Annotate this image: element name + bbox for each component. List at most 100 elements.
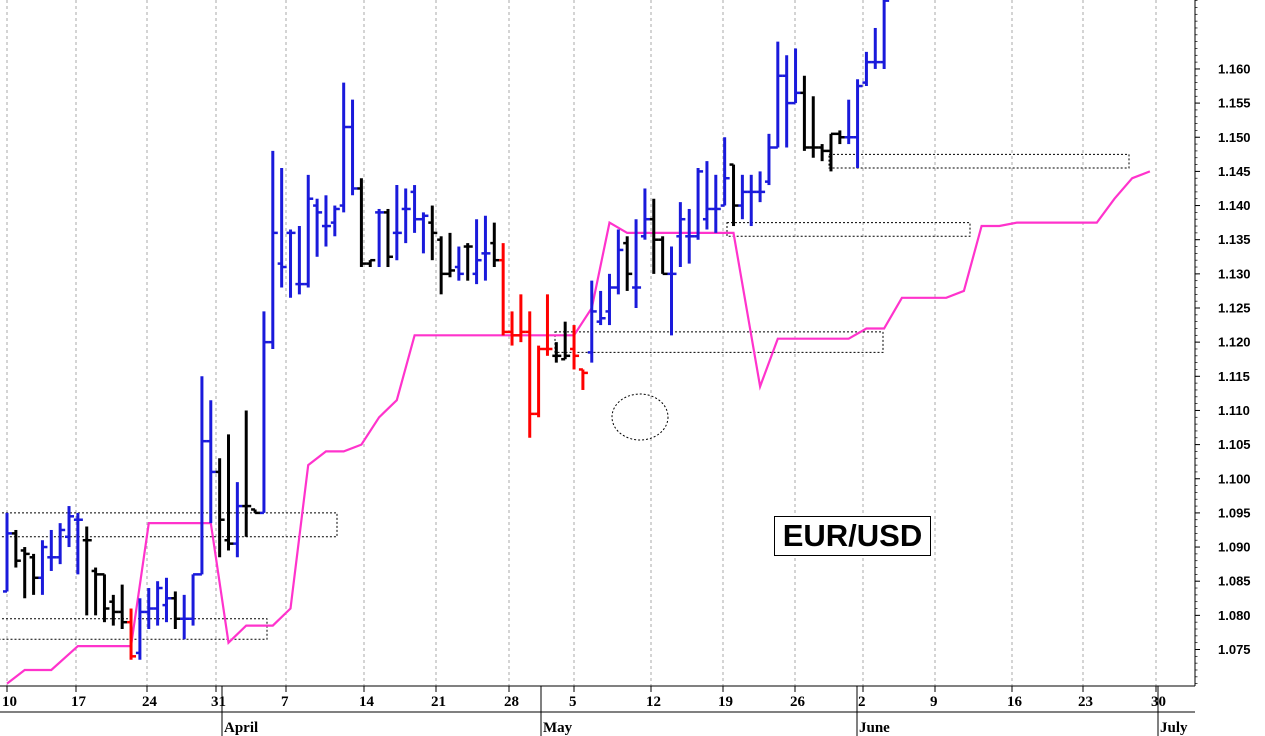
ohlc-bar (853, 79, 863, 168)
ohlc-bar (410, 185, 420, 233)
ohlc-bar (649, 198, 659, 274)
ohlc-bar (747, 174, 757, 227)
ohlc-bar (401, 188, 411, 244)
ohlc-bar (366, 258, 376, 268)
ohlc-bar (632, 219, 642, 308)
ohlc-bar (206, 400, 216, 524)
x-tick-label: 10 (2, 694, 17, 710)
ohlc-bar (109, 594, 119, 626)
ohlc-bar (605, 273, 615, 326)
y-tick-label: 1.125 (1218, 301, 1251, 316)
ohlc-bar (277, 167, 287, 288)
stop-line (6, 170, 1151, 685)
ohlc-bar (100, 573, 110, 623)
ohlc-bar (153, 581, 163, 626)
ohlc-bar (339, 82, 349, 213)
ohlc-bar (330, 205, 340, 237)
ohlc-bar (623, 236, 633, 291)
annotation-boxes (0, 153, 1130, 640)
ohlc-bar (29, 553, 39, 595)
ohlc-bar (428, 205, 438, 261)
ohlc-bar (295, 226, 305, 295)
ohlc-bar (587, 280, 597, 363)
ohlc-bar (144, 588, 154, 630)
ohlc-bar (73, 512, 83, 575)
x-tick-label: 23 (1078, 694, 1093, 710)
ohlc-bar (3, 512, 12, 593)
y-tick-label: 1.145 (1218, 164, 1251, 179)
y-tick-label: 1.150 (1218, 130, 1251, 145)
ohlc-bars (3, 0, 890, 660)
ohlc-bar (508, 311, 518, 346)
ohlc-bar (375, 208, 385, 268)
x-tick-label: 14 (359, 694, 375, 710)
y-tick-label: 1.160 (1218, 61, 1251, 76)
ohlc-bar (596, 290, 606, 326)
y-tick-label: 1.155 (1218, 96, 1251, 111)
support-box (0, 512, 338, 538)
ohlc-bar (738, 174, 748, 220)
month-label: July (1160, 720, 1188, 736)
ohlc-bar (357, 178, 367, 268)
ohlc-bar (215, 458, 225, 558)
ohlc-bar (180, 594, 190, 640)
ohlc-bar (437, 236, 447, 295)
ohlc-bar (658, 236, 668, 276)
y-axis: 1.075 1.080 1.085 1.090 1.095 1.100 1.105 1.110… (1194, 0, 1251, 686)
ohlc-bar (321, 195, 331, 247)
ohlc-bar (756, 171, 766, 203)
ohlc-bar (667, 246, 677, 336)
ohlc-bar (809, 96, 819, 158)
ohlc-bar (800, 75, 810, 151)
ohlc-bar (463, 243, 473, 281)
x-tick-label: 7 (281, 694, 289, 710)
low-circle (611, 393, 669, 441)
y-tick-label: 1.115 (1218, 369, 1250, 384)
vertical-grid (6, 0, 1157, 686)
ohlc-bar (251, 508, 261, 515)
stop-line-path (6, 170, 1151, 685)
ohlc-bar (516, 294, 526, 343)
ohlc-bar (286, 229, 296, 298)
ohlc-bar (171, 591, 181, 630)
y-tick-label: 1.105 (1218, 437, 1251, 452)
x-tick-label: 19 (718, 694, 733, 710)
ohlc-bar (118, 584, 128, 630)
x-tick-label: 9 (930, 694, 938, 710)
ohlc-bar (224, 434, 234, 551)
ohlc-bar (499, 243, 509, 336)
ohlc-bar (304, 174, 314, 288)
x-tick-label: 21 (431, 694, 446, 710)
ohlc-bar (685, 208, 695, 264)
ohlc-bar (454, 246, 464, 281)
y-tick-label: 1.140 (1218, 198, 1251, 213)
ohlc-bar (419, 212, 429, 254)
ohlc-bar (818, 144, 828, 162)
ohlc-bar (348, 99, 358, 196)
ohlc-bar (38, 540, 48, 595)
x-tick-label: 16 (1007, 694, 1023, 710)
ohlc-bar (82, 526, 92, 616)
ohlc-bar (561, 321, 571, 361)
ohlc-bar (640, 188, 650, 240)
x-tick-label: 26 (790, 694, 806, 710)
y-tick-label: 1.110 (1218, 403, 1250, 418)
ohlc-bar (773, 41, 783, 149)
ohlc-bar (189, 573, 199, 626)
y-tick-label: 1.130 (1218, 266, 1251, 281)
ohlc-bar (242, 410, 252, 537)
ohlc-bar (543, 294, 553, 356)
x-axis: 101724317142128512192629162330AprilMayJu… (0, 685, 1195, 736)
ohlc-bar (835, 130, 845, 145)
ohlc-bar (481, 215, 491, 281)
ohlc-bar (880, 0, 890, 69)
ohlc-bar (525, 311, 535, 438)
y-tick-label: 1.075 (1218, 642, 1251, 657)
x-tick-label: 2 (858, 694, 866, 710)
ohlc-bar (56, 523, 66, 565)
ohlc-bar (844, 99, 854, 145)
y-tick-label: 1.120 (1218, 335, 1251, 350)
ohlc-bar (729, 163, 739, 227)
ohlc-bar (65, 506, 75, 548)
